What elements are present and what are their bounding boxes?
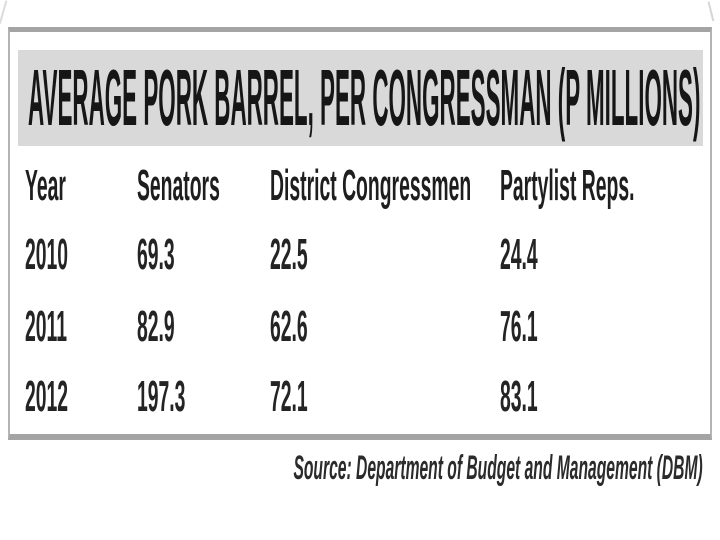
column-header-district-congressmen: District Congressmen [270, 161, 472, 210]
cell-senators-2012: 197.3 [137, 372, 186, 421]
table-panel: AVERAGE PORK BARREL, PER CONGRESSMAN (P … [8, 27, 712, 440]
column-header-partylist-reps: Partylist Reps. [500, 161, 635, 210]
cell-district-2010: 22.5 [270, 230, 308, 279]
page-curl-artifact-right [701, 1, 715, 23]
cell-partylist-2011: 76.1 [500, 302, 538, 351]
page-title: AVERAGE PORK BARREL, PER CONGRESSMAN (P … [28, 53, 701, 142]
column-header-senators: Senators [137, 161, 220, 210]
cell-senators-2011: 82.9 [137, 302, 175, 351]
cell-partylist-2010: 24.4 [500, 230, 538, 279]
page-curl-artifact-left [0, 0, 14, 26]
cell-year-2011: 2011 [25, 302, 68, 351]
cell-year-2010: 2010 [25, 230, 69, 279]
cell-year-2012: 2012 [25, 372, 69, 421]
cell-senators-2010: 69.3 [137, 230, 175, 279]
source-caption: Source: Department of Budget and Managem… [293, 449, 703, 487]
cell-district-2012: 72.1 [270, 372, 308, 421]
cell-partylist-2012: 83.1 [500, 372, 538, 421]
cell-district-2011: 62.6 [270, 302, 308, 351]
title-band: AVERAGE PORK BARREL, PER CONGRESSMAN (P … [18, 50, 703, 146]
column-header-year: Year [25, 161, 66, 210]
